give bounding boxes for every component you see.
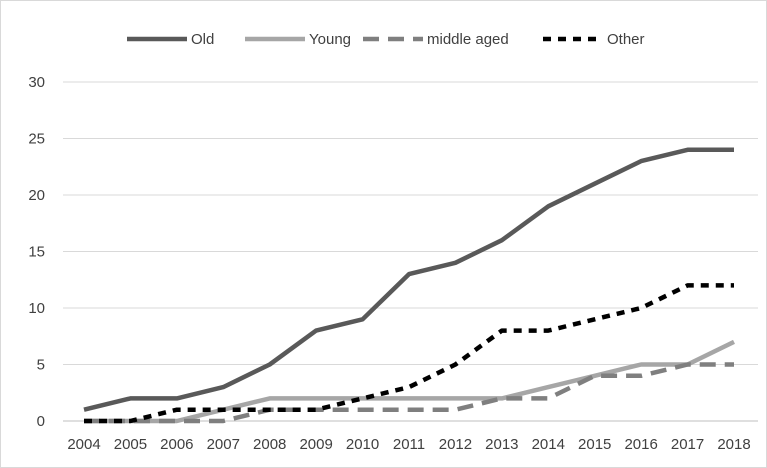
legend-item-young: Young [245,31,351,48]
legend-label: Other [607,31,645,48]
legend-label: middle aged [427,31,509,48]
x-tick-label: 2004 [67,436,100,453]
series-line-old [83,147,734,412]
x-tick-label: 2010 [346,436,379,453]
x-tick-label: 2011 [393,436,425,453]
series-lines [83,147,735,424]
y-tick-label: 20 [28,187,45,204]
legend-label: Young [309,31,351,48]
x-tick-label: 2018 [717,436,750,453]
series-line-young [84,339,735,424]
y-tick-label: 15 [28,244,45,261]
y-tick-label: 0 [37,413,45,430]
x-tick-label: 2006 [160,436,193,453]
legend-item-old: Old [127,31,214,48]
x-tick-label: 2015 [578,436,611,453]
legend-item-middle-aged: middle aged [363,31,509,48]
x-tick-label: 2014 [532,436,565,453]
legend: Old Young middle aged Other [127,31,645,48]
y-tick-label: 10 [28,300,45,317]
x-axis: 2004 2005 2006 2007 2008 2009 2010 2011 2012 2013… [67,436,750,453]
x-tick-label: 2016 [624,436,657,453]
x-tick-label: 2007 [207,436,240,453]
legend-label: Old [191,31,214,48]
y-tick-label: 25 [28,131,45,148]
series-line-middle-aged [84,362,734,424]
y-tick-label: 30 [28,74,45,91]
series-line-other [84,283,734,424]
x-tick-label: 2012 [439,436,472,453]
x-tick-label: 2008 [253,436,286,453]
x-tick-label: 2013 [485,436,518,453]
x-tick-label: 2009 [299,436,332,453]
gridlines [63,81,758,422]
y-tick-label: 5 [37,357,45,374]
x-tick-label: 2017 [671,436,704,453]
x-tick-label: 2005 [114,436,147,453]
legend-item-other: Other [543,31,645,48]
y-axis: 0 5 10 15 20 25 30 [28,74,45,430]
